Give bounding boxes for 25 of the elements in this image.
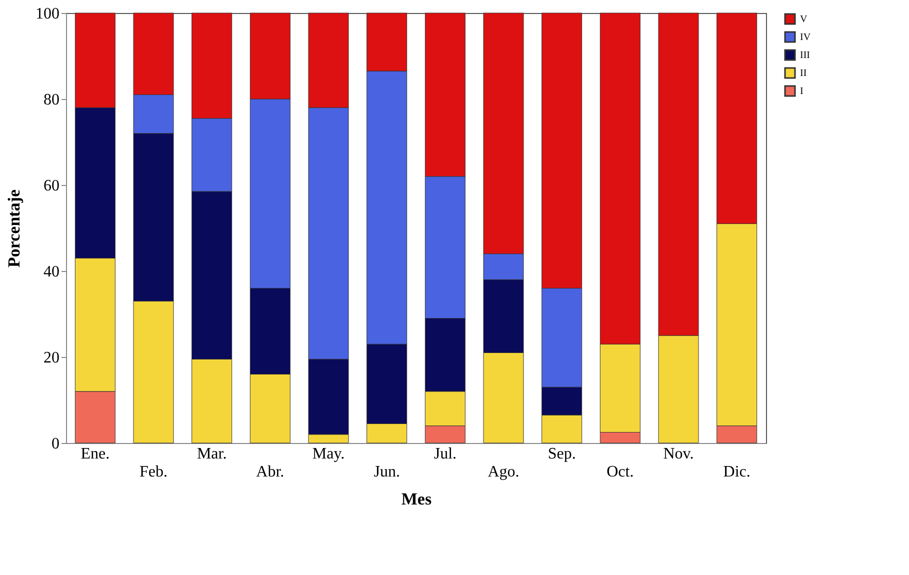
- y-axis-title: Porcentaje: [4, 189, 24, 268]
- legend-label: I: [800, 86, 804, 97]
- y-tick-label: 100: [36, 6, 60, 22]
- x-tick-label: Dic.: [723, 464, 750, 480]
- y-tick-label: 40: [44, 264, 60, 280]
- y-tick-label: 60: [44, 178, 60, 194]
- x-tick-label: Mar.: [196, 446, 227, 462]
- x-tick-label: Ene.: [80, 446, 110, 462]
- legend-label: II: [800, 68, 807, 79]
- x-tick-label: Abr.: [256, 464, 284, 480]
- y-tick-label: 20: [44, 350, 60, 366]
- x-tick-label: Ago.: [488, 464, 520, 480]
- y-tick-label: 80: [44, 92, 60, 108]
- legend-label: V: [800, 14, 808, 25]
- x-tick-label: Feb.: [140, 464, 168, 480]
- legend-label: III: [800, 50, 810, 61]
- x-tick-label: Jun.: [374, 464, 400, 480]
- y-tick-label: 0: [52, 436, 60, 452]
- x-axis-title: Mes: [401, 490, 432, 508]
- x-tick-label: Sep.: [548, 446, 576, 462]
- x-tick-label: Jul.: [434, 446, 457, 462]
- x-tick-label: Oct.: [606, 464, 634, 480]
- x-tick-label: Nov.: [663, 446, 694, 462]
- x-tick-label: May.: [312, 446, 345, 462]
- legend-label: IV: [800, 32, 812, 43]
